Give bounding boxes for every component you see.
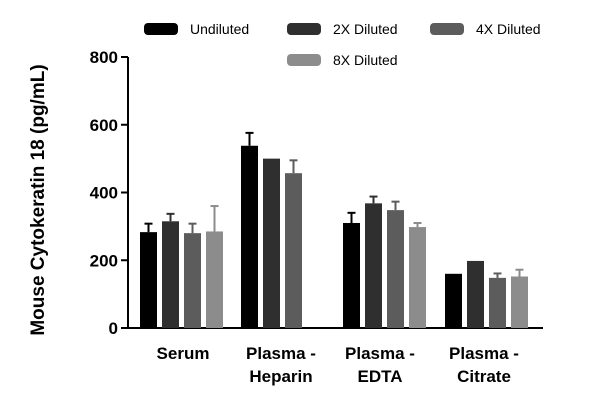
legend-item: 4X Diluted (430, 21, 541, 37)
bar-undiluted (241, 145, 258, 328)
y-tick-label: 200 (90, 251, 118, 270)
x-category-label: Plasma -Citrate (449, 344, 519, 386)
legend-swatch (287, 54, 321, 66)
y-tick-label: 800 (90, 48, 118, 67)
x-category-label: Plasma -Heparin (246, 344, 316, 386)
legend-label: 2X Diluted (333, 21, 398, 37)
legend-swatch (430, 23, 464, 35)
legend-label: 4X Diluted (476, 21, 541, 37)
legend-item: 8X Diluted (287, 52, 398, 68)
legend-swatch (144, 23, 178, 35)
bar-8x-diluted (206, 231, 223, 328)
legend-swatch (287, 23, 321, 35)
bar-4x-diluted (184, 233, 201, 328)
bar-2x-diluted (162, 221, 179, 328)
bar-4x-diluted (285, 173, 302, 328)
legend-item: 2X Diluted (287, 21, 398, 37)
x-axis-labels: Serum Plasma -Heparin Plasma -EDTA Plasma -… (157, 344, 519, 386)
legend: Undiluted 2X Diluted 4X Diluted 8X Diluted (144, 21, 541, 68)
bars (140, 131, 528, 328)
legend-label: Undiluted (190, 21, 249, 37)
y-tick-label: 0 (109, 319, 118, 338)
bar-undiluted (445, 273, 462, 328)
legend-item: Undiluted (144, 21, 249, 37)
bar-4x-diluted (387, 210, 404, 328)
y-tick-label: 400 (90, 184, 118, 203)
bar-2x-diluted (467, 260, 484, 328)
bar-8x-diluted (409, 227, 426, 328)
bar-2x-diluted (263, 158, 280, 328)
y-axis-title: Mouse Cytokeratin 18 (pg/mL) (28, 64, 49, 335)
bar-2x-diluted (365, 203, 382, 328)
bar-8x-diluted (511, 276, 528, 328)
bar-undiluted (140, 232, 157, 328)
bar-undiluted (343, 222, 360, 328)
legend-label: 8X Diluted (333, 52, 398, 68)
x-category-label: Serum (157, 344, 210, 363)
bar-4x-diluted (489, 277, 506, 328)
y-tick-label: 600 (90, 116, 118, 135)
x-category-label: Plasma -EDTA (345, 344, 415, 386)
